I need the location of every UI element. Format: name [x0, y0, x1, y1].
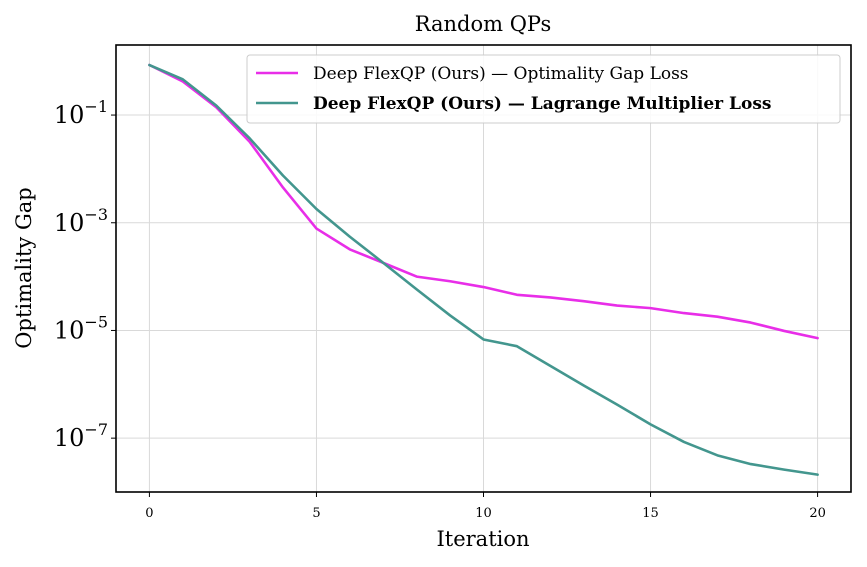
chart-title: Random QPs: [415, 12, 552, 36]
x-tick-label: 5: [312, 506, 320, 521]
y-tick-label: 10−3: [54, 205, 108, 237]
series-line-1: [148, 63, 819, 340]
y-axis-label: Optimality Gap: [12, 187, 36, 348]
legend-label-2: Deep FlexQP (Ours) — Lagrange Multiplier…: [313, 94, 771, 114]
legend: Deep FlexQP (Ours) — Optimality Gap Loss…: [246, 54, 841, 124]
y-tick-label: 10−5: [54, 312, 108, 344]
y-tick-label: 10−7: [54, 420, 108, 452]
y-axis-ticks: 10−1 10−3 10−5 10−7: [54, 97, 116, 452]
x-tick-label: 15: [642, 506, 659, 521]
x-axis-label: Iteration: [436, 527, 529, 551]
x-tick-label: 20: [809, 506, 826, 521]
legend-box: [246, 54, 841, 124]
x-tick-label: 0: [145, 506, 153, 521]
y-tick-label: 10−1: [54, 97, 108, 129]
legend-label-1: Deep FlexQP (Ours) — Optimality Gap Loss: [313, 64, 689, 84]
plot-lines: [148, 63, 819, 476]
x-axis-ticks: 0 5 10 15 20: [145, 492, 826, 521]
series-line-2: [148, 63, 819, 476]
x-tick-label: 10: [475, 506, 492, 521]
